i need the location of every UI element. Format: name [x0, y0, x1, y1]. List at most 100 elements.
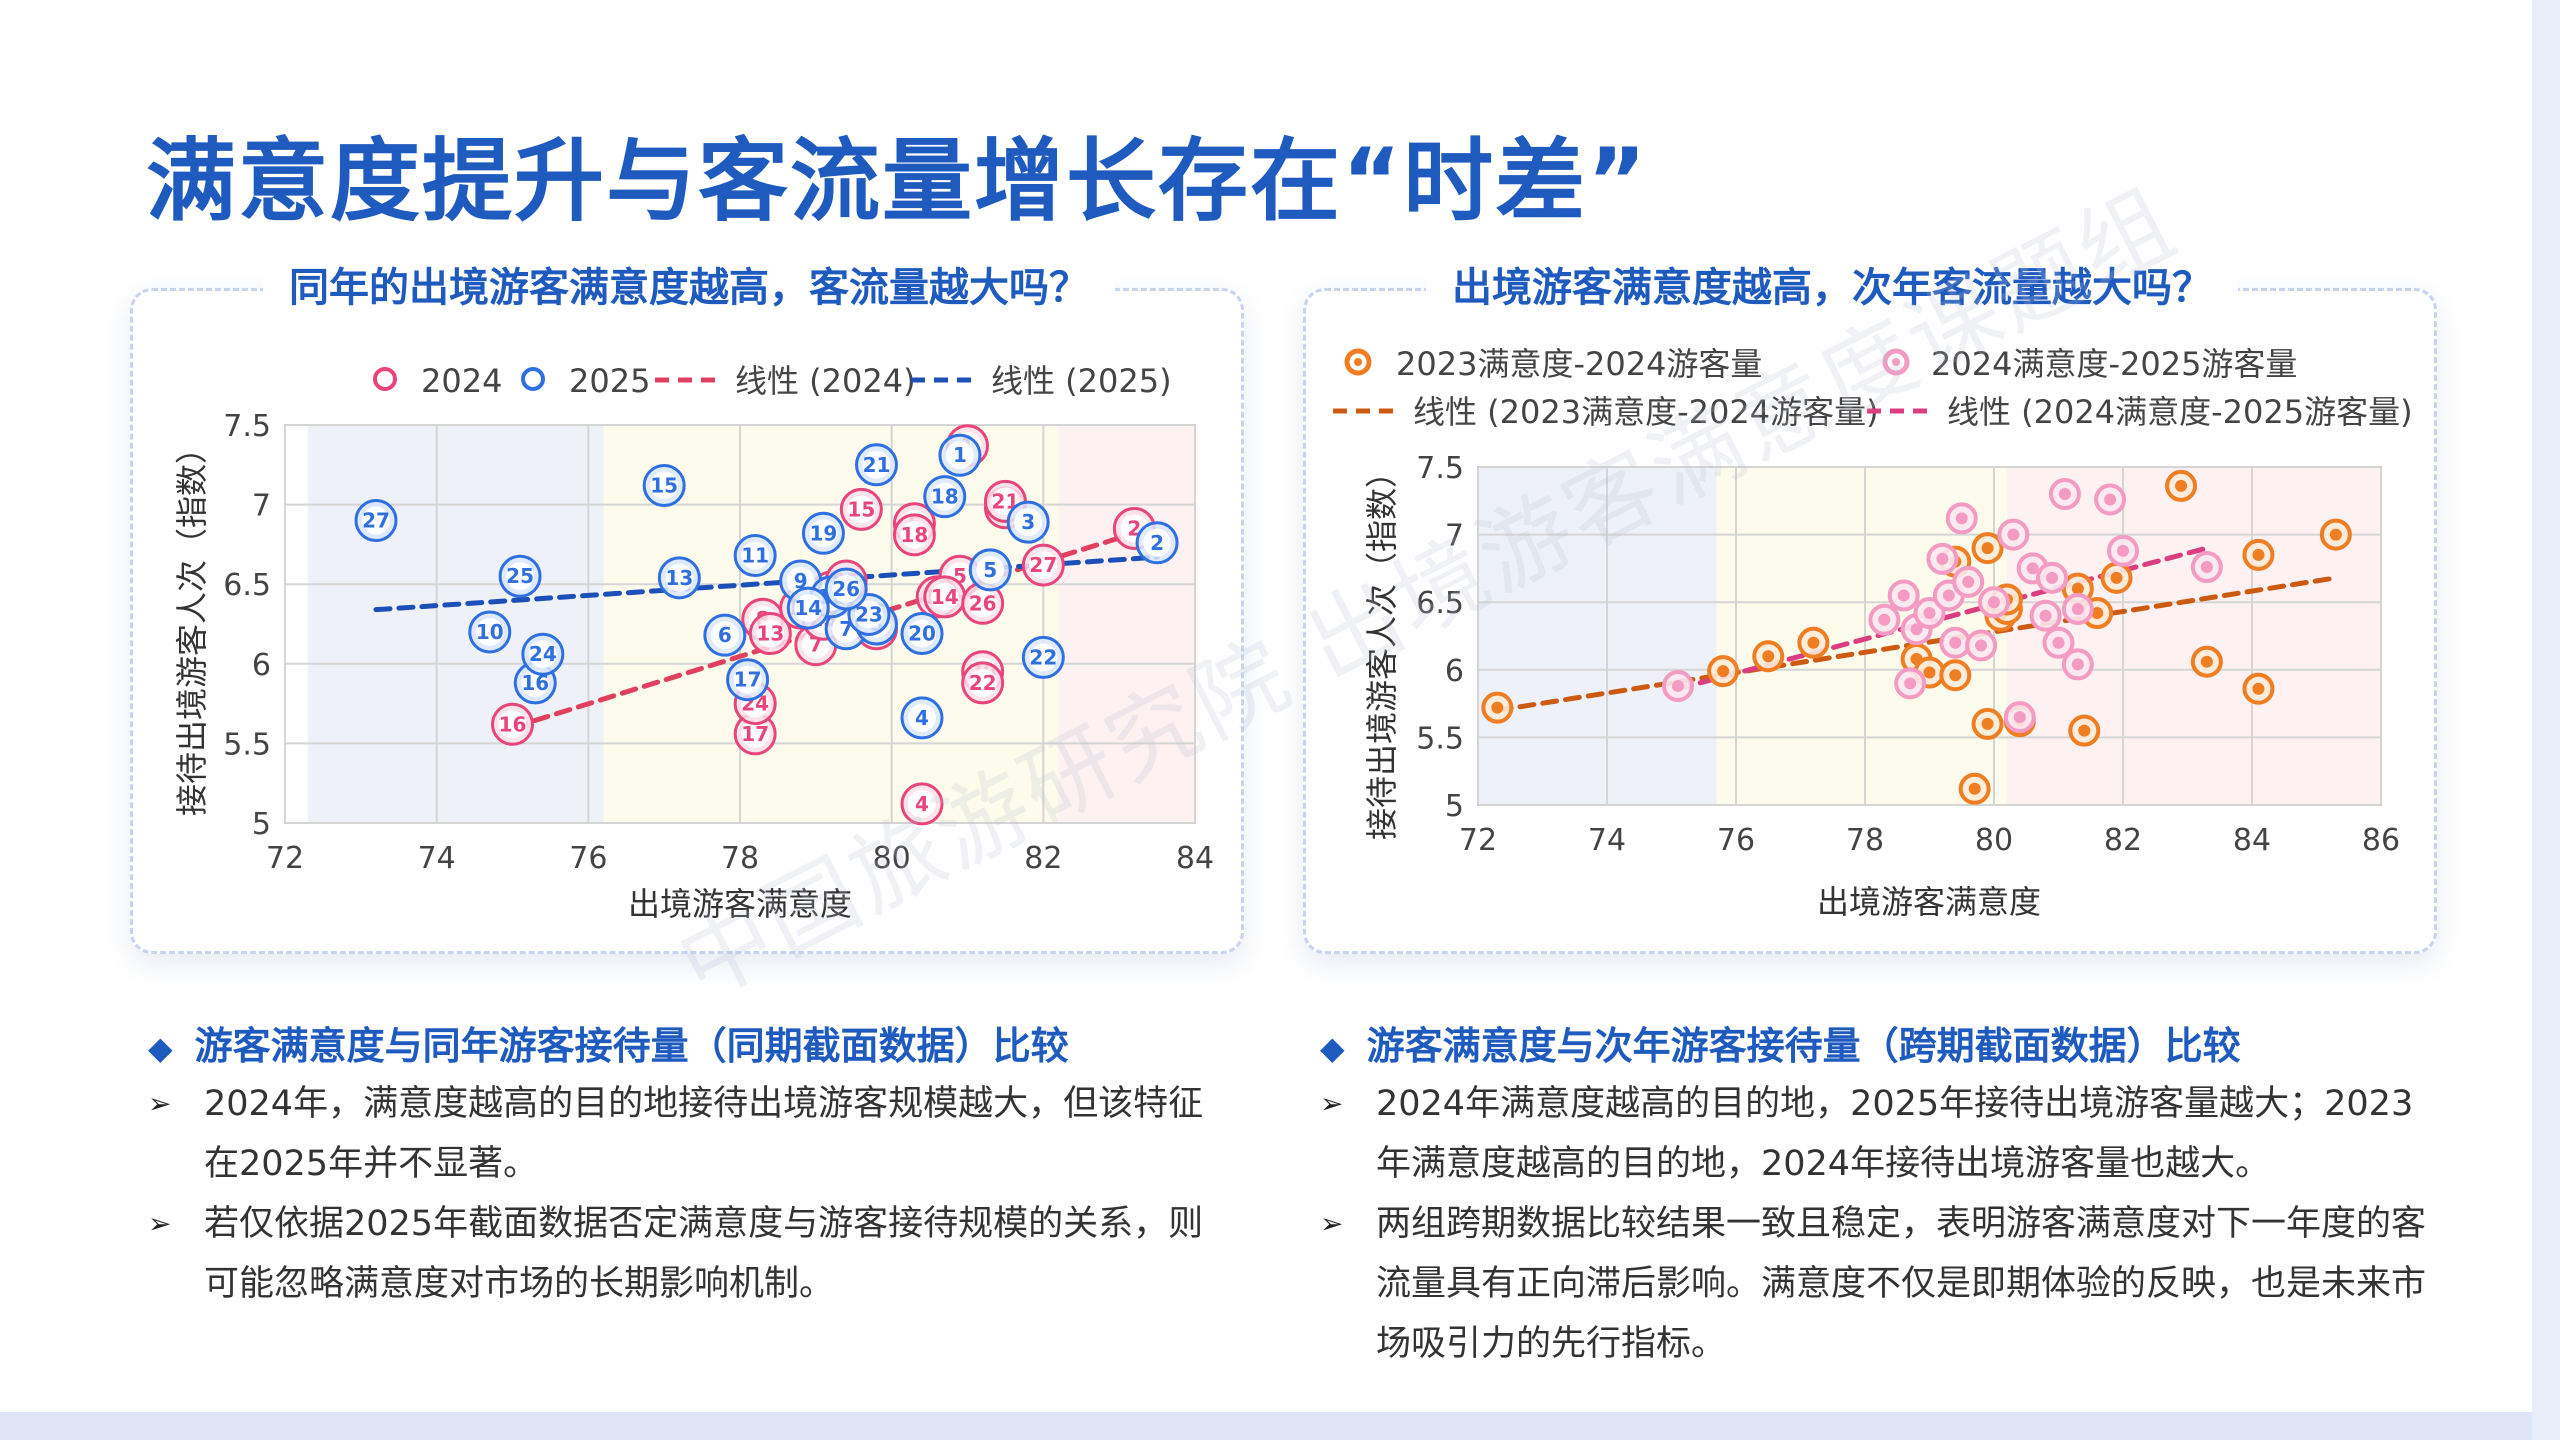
y-tick-label: 6 — [1445, 654, 1464, 689]
point-dot — [1923, 666, 1936, 679]
point-core — [756, 619, 785, 648]
point-dot — [1491, 701, 1504, 714]
point-core — [733, 665, 762, 694]
x-tick-label: 84 — [2233, 823, 2271, 858]
point-dot — [1962, 575, 1975, 588]
point-dot — [1717, 665, 1730, 678]
point-label: 14 — [931, 585, 959, 609]
point-core — [862, 450, 891, 479]
data-point — [2190, 645, 2223, 678]
data-point: 16 — [513, 661, 557, 705]
point-label: 13 — [665, 566, 693, 590]
diamond-icon: ◆ — [148, 1029, 173, 1067]
point-label: 26 — [832, 577, 860, 601]
x-tick-label: 86 — [2362, 823, 2400, 858]
point-dot — [2252, 548, 2265, 561]
x-tick-label: 76 — [569, 841, 607, 876]
right-band — [2532, 0, 2560, 1440]
data-point: 27 — [1021, 543, 1065, 587]
data-point: 19 — [801, 511, 845, 555]
legend-2024-2025-marker-dot — [1892, 358, 1900, 366]
legend-2024-2025-label: 2024满意度-2025游客量 — [1931, 345, 2297, 383]
legend-trend2025-label: 线性 (2025) — [991, 362, 1172, 400]
point-core — [930, 482, 959, 511]
point-dot — [1955, 512, 1968, 525]
point-core — [809, 519, 838, 548]
data-point — [1661, 670, 1694, 703]
point-core — [930, 582, 959, 611]
point-label: 15 — [650, 473, 678, 497]
point-core — [362, 506, 390, 535]
data-point — [2242, 672, 2275, 705]
data-point — [1997, 518, 2030, 551]
point-label: 22 — [1029, 645, 1057, 669]
point-dot — [2110, 571, 2123, 584]
y-tick-label: 6.5 — [223, 568, 271, 603]
data-point: 27 — [354, 499, 398, 543]
list-item: ➢ 两组跨期数据比较结果一致且稳定，表明游客满意度对下一年度的客流量具有正向滞后影… — [1320, 1194, 2430, 1374]
point-label: 17 — [741, 722, 769, 746]
data-point: 17 — [733, 712, 777, 756]
point-label: 18 — [900, 523, 928, 547]
data-point: 14 — [786, 586, 830, 630]
data-point — [2068, 714, 2101, 747]
point-dot — [2071, 582, 2084, 595]
legend-2025-marker — [521, 367, 545, 391]
point-dot — [1949, 669, 1962, 682]
bottom-band — [0, 1412, 2560, 1440]
point-core — [528, 640, 557, 669]
point-dot — [2252, 682, 2265, 695]
y-tick-label: 7 — [1445, 519, 1464, 554]
point-core — [650, 471, 679, 500]
data-point — [1971, 707, 2004, 740]
list-item: ➢ 若仅依据2025年截面数据否定满意度与游客接待规模的关系，则可能忽略满意度对市… — [148, 1194, 1228, 1314]
point-dot — [1878, 613, 1891, 626]
point-core — [710, 621, 739, 650]
point-dot — [2078, 724, 2091, 737]
point-core — [854, 600, 883, 629]
point-label: 1 — [953, 443, 967, 467]
right-y-axis-label: 接待出境游客人次（指数） — [1363, 456, 1401, 840]
point-core — [847, 495, 876, 524]
point-label: 24 — [529, 642, 557, 666]
x-tick-label: 78 — [721, 841, 759, 876]
bullet-text: 2024年满意度越高的目的地，2025年接待出境游客量越大；2023年满意度越高… — [1376, 1084, 2414, 1184]
legend-2023-2024-label: 2023满意度-2024游客量 — [1396, 345, 1762, 383]
point-dot — [1942, 589, 1955, 602]
point-label: 2 — [1150, 531, 1164, 555]
data-point — [1978, 586, 2010, 619]
arrow-bullet-icon: ➢ — [148, 1207, 172, 1240]
point-core — [1014, 508, 1043, 537]
point-dot — [2329, 528, 2342, 541]
data-point — [1958, 772, 1991, 805]
data-point — [2061, 592, 2094, 625]
data-point — [1939, 659, 1972, 692]
point-core — [1143, 528, 1172, 557]
x-tick-label: 72 — [266, 841, 304, 876]
data-point — [1913, 597, 1946, 630]
point-dot — [2104, 493, 2117, 506]
x-tick-label: 82 — [2104, 823, 2142, 858]
right-chart: 72 74 76 78 80 82 84 86 5 5.5 6 6.5 7 7.5 2023满意度-202… — [1333, 345, 2413, 921]
legend-2024-label: 2024 — [421, 362, 502, 400]
x-tick-label: 82 — [1024, 841, 1062, 876]
list-item: ➢ 2024年，满意度越高的目的地接待出境游客规模越大，但该特征在2025年并不显… — [148, 1074, 1228, 1194]
left-heading-text: 游客满意度与同年游客接待量（同期截面数据）比较 — [194, 1024, 1069, 1068]
point-label: 19 — [809, 521, 837, 545]
data-point: 15 — [839, 487, 883, 531]
x-tick-label: 74 — [1588, 823, 1626, 858]
point-dot — [2200, 561, 2213, 574]
x-tick-label: 76 — [1717, 823, 1755, 858]
point-dot — [1910, 623, 1923, 636]
point-dot — [2071, 602, 2084, 615]
point-dot — [2058, 488, 2071, 501]
arrow-bullet-icon: ➢ — [1320, 1087, 1344, 1120]
data-point: 14 — [923, 575, 967, 619]
region-band — [1478, 467, 1717, 805]
data-point: 22 — [961, 661, 1005, 705]
data-point: 18 — [892, 513, 936, 557]
y-tick-label: 7.5 — [1416, 451, 1464, 486]
list-item: ➢ 2024年满意度越高的目的地，2025年接待出境游客量越大；2023年满意度越… — [1320, 1074, 2430, 1194]
data-point — [2242, 538, 2275, 571]
